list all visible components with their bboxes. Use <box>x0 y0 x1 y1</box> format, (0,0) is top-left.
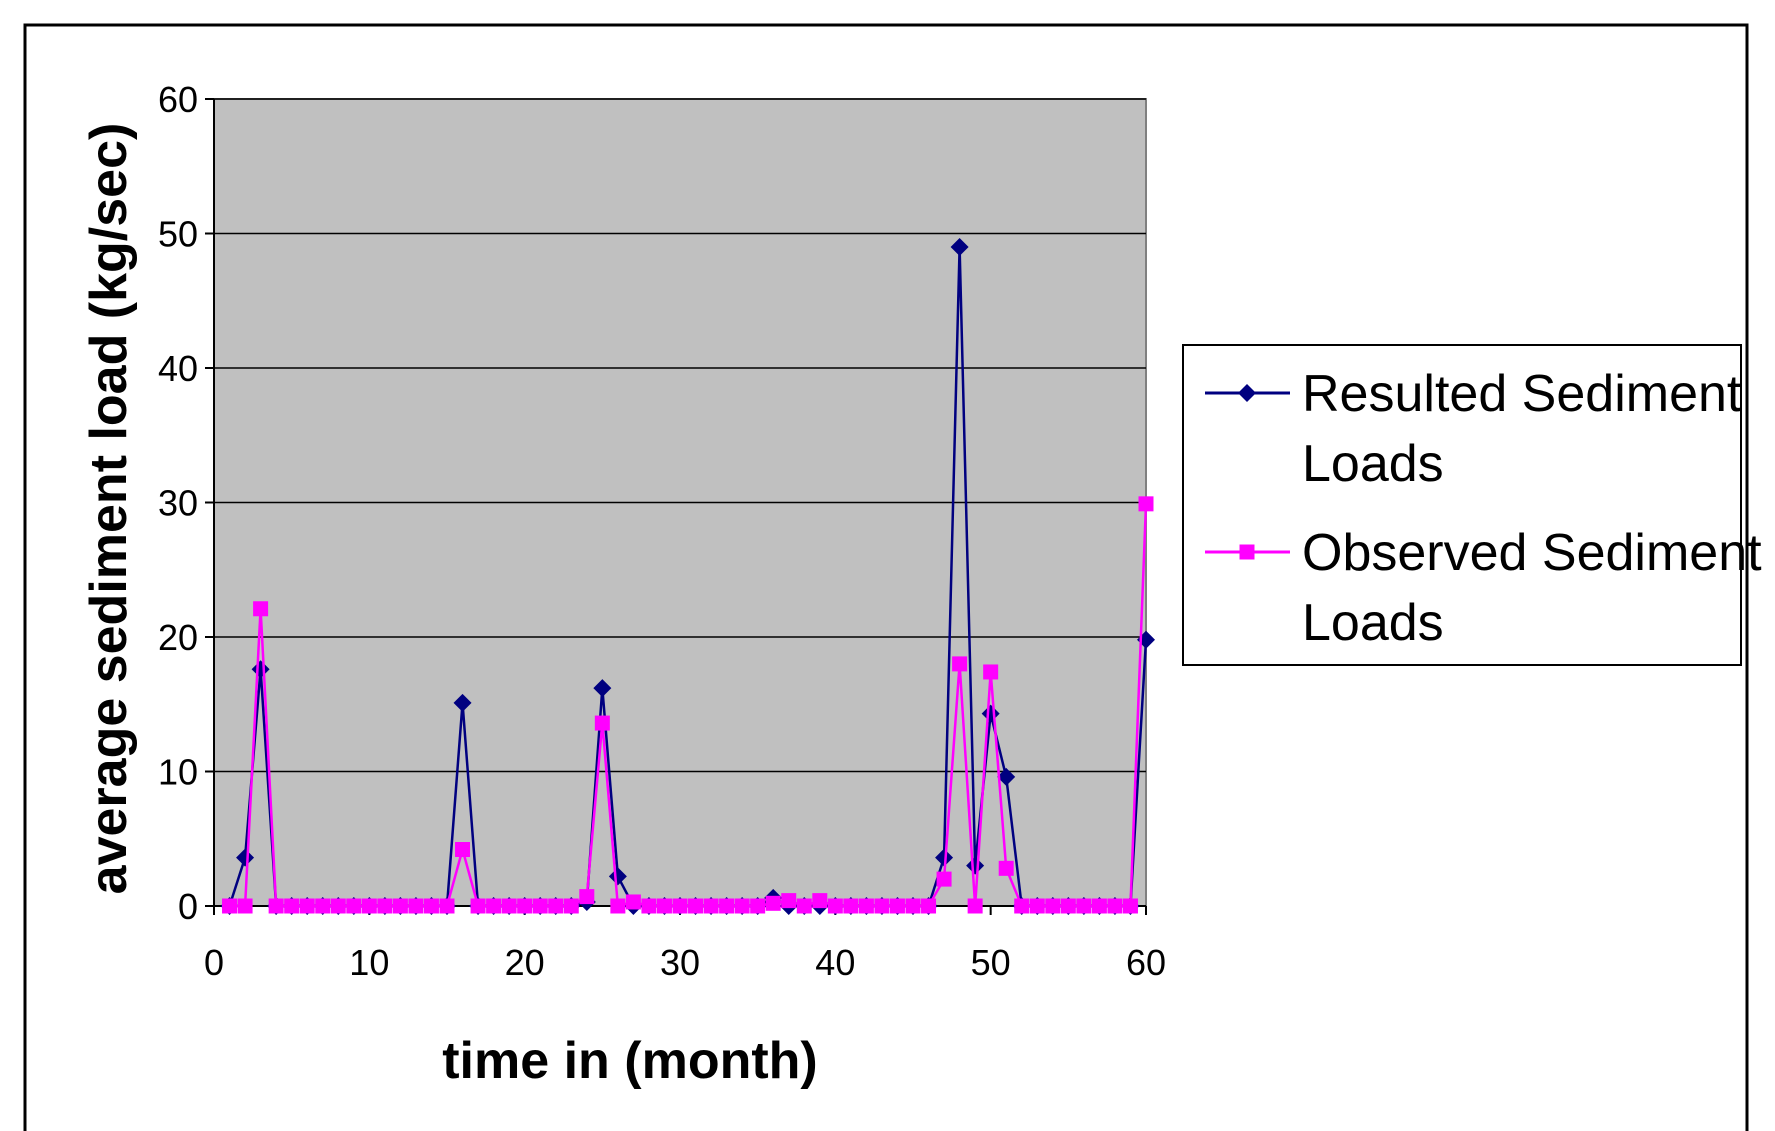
data-point <box>688 898 704 914</box>
data-point <box>439 898 455 914</box>
data-point <box>874 898 890 914</box>
data-point <box>408 898 424 914</box>
data-point <box>921 898 937 914</box>
data-point <box>812 893 828 909</box>
data-point <box>1138 496 1154 512</box>
data-point <box>453 693 472 712</box>
x-tick-label: 10 <box>349 942 389 983</box>
data-point <box>672 898 688 914</box>
gridlines <box>214 98 1146 773</box>
legend-swatch-marker <box>1238 384 1256 402</box>
data-point <box>470 898 486 914</box>
data-point <box>579 889 595 905</box>
data-point <box>608 867 627 886</box>
legend-label: Observed Sediment Loads <box>1302 524 1762 652</box>
data-point <box>827 898 843 914</box>
legend-box <box>1182 344 1742 666</box>
data-point <box>950 237 969 256</box>
data-point <box>392 898 408 914</box>
x-tick-label: 60 <box>1126 942 1166 983</box>
data-point <box>966 856 985 875</box>
data-point <box>501 898 517 914</box>
data-point <box>253 601 269 617</box>
data-point <box>935 848 954 867</box>
data-point <box>1091 898 1107 914</box>
x-tick-label: 30 <box>660 942 700 983</box>
data-point <box>315 898 331 914</box>
data-point <box>765 895 781 911</box>
data-point <box>455 842 471 858</box>
x-tick-label: 20 <box>505 942 545 983</box>
data-point <box>936 871 952 887</box>
y-tick-label: 40 <box>158 348 198 389</box>
y-axis-title: average sediment load (kg/sec) <box>80 123 138 895</box>
data-point <box>236 848 255 867</box>
data-point <box>1107 898 1123 914</box>
y-tick-label: 20 <box>158 617 198 658</box>
data-point <box>532 898 548 914</box>
data-point <box>734 898 750 914</box>
data-point <box>781 893 797 909</box>
x-tick-label: 0 <box>204 942 224 983</box>
data-point <box>517 898 533 914</box>
data-point <box>889 898 905 914</box>
data-point <box>703 898 719 914</box>
x-axis-title: time in (month) <box>442 1032 818 1090</box>
data-point <box>656 898 672 914</box>
x-tick-label: 40 <box>815 942 855 983</box>
legend: Resulted Sediment Loads Observed Sediment L… <box>1182 344 1762 666</box>
x-axis-ticks: 0 10 20 30 40 50 60 <box>204 906 1166 983</box>
data-point <box>610 898 626 914</box>
data-point <box>843 898 859 914</box>
data-point <box>998 860 1014 876</box>
data-point <box>346 898 362 914</box>
data-point <box>1060 898 1076 914</box>
data-point <box>625 894 641 910</box>
data-point <box>983 664 999 680</box>
data-point <box>548 898 564 914</box>
data-point <box>222 898 238 914</box>
data-point <box>268 898 284 914</box>
data-point <box>486 898 502 914</box>
data-point <box>563 898 579 914</box>
data-point <box>719 898 735 914</box>
data-point <box>641 898 657 914</box>
data-point <box>299 898 315 914</box>
data-point <box>237 898 253 914</box>
data-point <box>593 679 612 698</box>
y-axis-ticks: 0 10 20 30 40 50 60 <box>158 79 214 927</box>
series-2 <box>222 496 1154 914</box>
y-tick-label: 30 <box>158 483 198 524</box>
series-layer <box>220 237 1155 915</box>
data-point <box>1014 898 1030 914</box>
data-point <box>796 898 812 914</box>
y-tick-label: 60 <box>158 79 198 120</box>
data-point <box>377 898 393 914</box>
data-point <box>361 898 377 914</box>
legend-swatch-marker <box>1239 544 1255 560</box>
data-point <box>284 898 300 914</box>
data-point <box>1076 898 1092 914</box>
data-point <box>594 715 610 731</box>
data-point <box>1122 898 1138 914</box>
data-point <box>905 898 921 914</box>
data-point <box>967 898 983 914</box>
data-point <box>858 898 874 914</box>
data-point <box>1045 898 1061 914</box>
data-point <box>330 898 346 914</box>
data-point <box>1029 898 1045 914</box>
x-tick-label: 50 <box>971 942 1011 983</box>
data-point <box>952 656 968 672</box>
y-tick-label: 0 <box>178 886 198 927</box>
data-point <box>997 767 1016 786</box>
data-point <box>423 898 439 914</box>
y-tick-label: 10 <box>158 752 198 793</box>
y-tick-label: 50 <box>158 214 198 255</box>
legend-label: Resulted Sediment Loads <box>1302 365 1742 493</box>
data-point <box>750 898 766 914</box>
legend-item-2: Observed Sediment Loads <box>1205 524 1762 652</box>
legend-item-1: Resulted Sediment Loads <box>1205 365 1742 493</box>
